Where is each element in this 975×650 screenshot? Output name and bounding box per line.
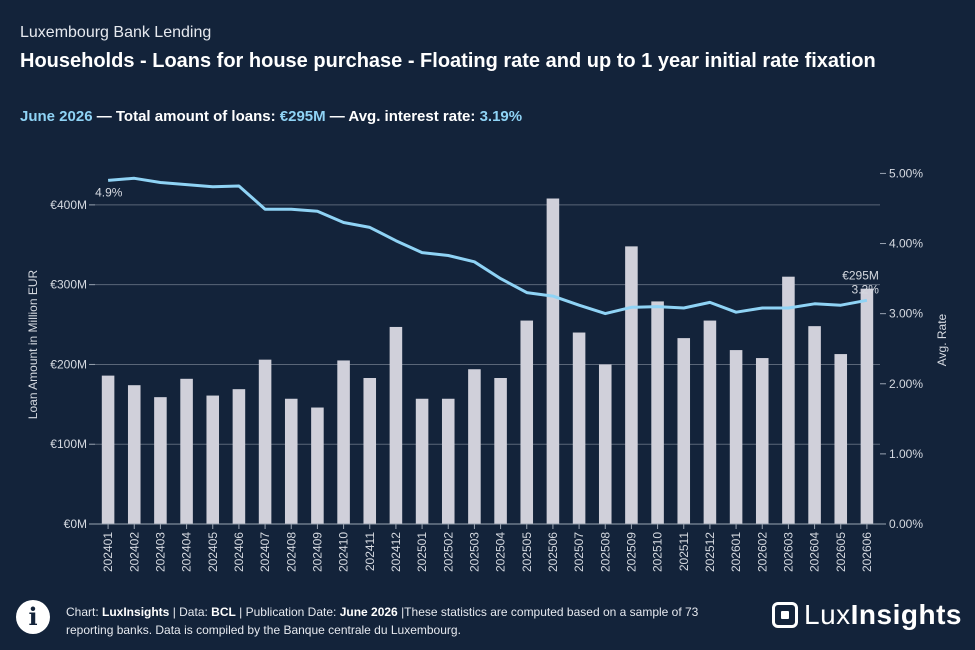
footer-note: Chart: LuxInsights | Data: BCL | Publica… bbox=[66, 603, 746, 639]
logo-text-bold: Insights bbox=[850, 599, 962, 630]
bar-202403 bbox=[154, 397, 167, 524]
subtitle-total-label: — Total amount of loans: bbox=[92, 108, 280, 125]
x-tick-label: 202501 bbox=[415, 532, 429, 572]
x-tick-label: 202503 bbox=[467, 532, 481, 572]
x-tick-label: 202408 bbox=[284, 532, 298, 572]
footer-chart-value: LuxInsights bbox=[102, 605, 170, 619]
y-tick-label: €400M bbox=[50, 198, 87, 212]
bar-202411 bbox=[363, 378, 377, 524]
info-icon[interactable]: i bbox=[16, 600, 50, 634]
y-tick-label: €0M bbox=[64, 517, 87, 531]
x-tick-label: 202412 bbox=[389, 532, 403, 572]
bar-202511 bbox=[677, 338, 691, 524]
x-tick-label: 202505 bbox=[520, 532, 534, 572]
x-tick-label: 202404 bbox=[180, 532, 194, 572]
footer-data-value: BCL bbox=[211, 605, 236, 619]
x-tick-label: 202510 bbox=[651, 532, 665, 572]
x-tick-label: 202606 bbox=[860, 532, 874, 572]
first-rate-label: 4.9% bbox=[95, 185, 123, 199]
bar-202604 bbox=[808, 326, 821, 524]
y-tick-label: €100M bbox=[50, 437, 87, 451]
bar-202405 bbox=[206, 395, 220, 524]
logo-text-light: Lux bbox=[804, 599, 851, 630]
footer-data-label: | Data: bbox=[169, 605, 212, 619]
bar-202506 bbox=[546, 198, 560, 525]
bar-202505 bbox=[520, 320, 534, 524]
chart-title: Households - Loans for house purchase - … bbox=[20, 50, 876, 72]
y-right-tick-label: 2.00% bbox=[889, 377, 923, 391]
footer-chart-label: Chart: bbox=[66, 605, 103, 619]
x-tick-label: 202402 bbox=[127, 532, 141, 572]
x-tick-label: 202604 bbox=[808, 532, 822, 572]
y-axis-title: Loan Amount in Million EUR bbox=[26, 269, 40, 419]
bar-202601 bbox=[729, 350, 743, 524]
subtitle-period: June 2026 bbox=[20, 108, 93, 125]
y-right-tick-label: 3.00% bbox=[889, 307, 923, 321]
bar-202502 bbox=[441, 398, 455, 524]
last-rate-label: 3.2% bbox=[852, 282, 880, 296]
x-tick-label: 202507 bbox=[572, 532, 586, 572]
bar-202407 bbox=[258, 359, 272, 524]
x-tick-label: 202406 bbox=[232, 532, 246, 572]
x-tick-label: 202512 bbox=[703, 532, 717, 572]
chart-subtitle: June 2026 — Total amount of loans: €295M… bbox=[20, 108, 522, 125]
bar-202508 bbox=[598, 364, 612, 524]
avg-rate-line bbox=[107, 176, 868, 316]
logo-mark-icon bbox=[772, 602, 798, 628]
bar-202412 bbox=[389, 326, 403, 524]
bar-202503 bbox=[468, 369, 481, 524]
bar-202402 bbox=[127, 385, 141, 524]
y-tick-label: €300M bbox=[50, 278, 87, 292]
x-tick-label: 202602 bbox=[755, 532, 769, 572]
bar-202401 bbox=[101, 375, 115, 524]
y-tick-label: €200M bbox=[50, 357, 87, 371]
x-tick-label: 202410 bbox=[337, 532, 351, 572]
luxinsights-logo: LuxInsights bbox=[772, 597, 962, 633]
x-tick-label: 202407 bbox=[258, 532, 272, 572]
subtitle-total-value: €295M bbox=[279, 108, 326, 125]
x-tick-label: 202409 bbox=[310, 532, 324, 572]
bar-202406 bbox=[232, 389, 246, 524]
x-tick-label: 202511 bbox=[677, 532, 691, 571]
y-right-tick-label: 4.00% bbox=[889, 237, 923, 251]
chart-kicker: Luxembourg Bank Lending bbox=[20, 24, 212, 41]
x-tick-label: 202508 bbox=[598, 532, 612, 572]
bar-202410 bbox=[337, 360, 350, 524]
bar-202510 bbox=[651, 301, 664, 524]
bar-202409 bbox=[311, 407, 324, 524]
subtitle-rate-label: — Avg. interest rate: bbox=[325, 108, 480, 125]
y-right-axis-title: Avg. Rate bbox=[935, 313, 949, 366]
bar-202605 bbox=[834, 354, 848, 524]
x-tick-label: 202502 bbox=[441, 532, 455, 572]
bar-202404 bbox=[180, 378, 193, 524]
x-tick-label: 202506 bbox=[546, 532, 560, 572]
y-right-tick-label: 0.00% bbox=[889, 517, 923, 531]
x-tick-label: 202603 bbox=[781, 532, 795, 572]
bar-202512 bbox=[703, 320, 717, 524]
bar-202504 bbox=[494, 378, 507, 524]
x-tick-label: 202601 bbox=[729, 532, 743, 572]
x-tick-label: 202405 bbox=[206, 532, 220, 572]
footer-note-text: |These statistics are computed based on … bbox=[66, 605, 699, 637]
bar-202501 bbox=[415, 398, 429, 524]
x-tick-label: 202403 bbox=[153, 532, 167, 572]
footer-pub-label: | Publication Date: bbox=[235, 605, 340, 619]
y-right-tick-label: 1.00% bbox=[889, 447, 923, 461]
footer-pub-value: June 2026 bbox=[339, 605, 398, 619]
x-tick-label: 202401 bbox=[101, 532, 115, 572]
y-right-tick-label: 5.00% bbox=[889, 166, 923, 180]
last-amount-label: €295M bbox=[842, 269, 879, 283]
x-tick-label: 202411 bbox=[363, 532, 377, 571]
bar-202509 bbox=[625, 246, 638, 524]
bar-202602 bbox=[755, 358, 769, 524]
subtitle-rate-value: 3.19% bbox=[479, 108, 523, 125]
bar-202408 bbox=[284, 398, 298, 524]
x-tick-label: 202509 bbox=[624, 532, 638, 572]
x-tick-label: 202504 bbox=[494, 532, 508, 572]
bar-202507 bbox=[572, 332, 586, 524]
bar-202603 bbox=[782, 276, 795, 524]
bar-202606 bbox=[860, 288, 874, 524]
x-tick-label: 202605 bbox=[834, 532, 848, 572]
